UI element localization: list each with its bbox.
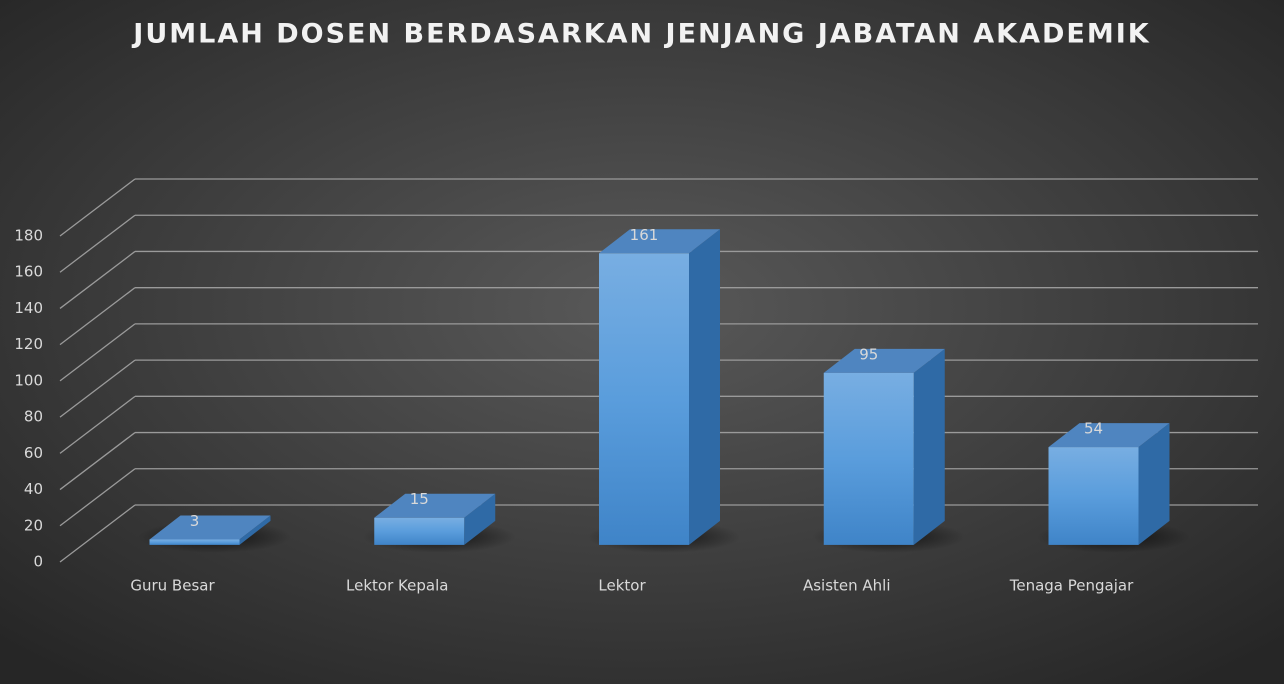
grid-line bbox=[59, 250, 136, 309]
bar bbox=[1048, 423, 1170, 448]
y-tick-label: 180 bbox=[14, 227, 43, 245]
grid-line bbox=[59, 214, 136, 273]
value-label: 161 bbox=[630, 226, 659, 244]
grid-line bbox=[59, 432, 136, 491]
grid-line bbox=[59, 287, 136, 346]
x-tick-label: Asisten Ahli bbox=[803, 577, 891, 595]
grid-line bbox=[59, 504, 136, 563]
value-label: 54 bbox=[1084, 420, 1103, 438]
bar bbox=[1048, 447, 1139, 545]
y-tick-label: 120 bbox=[14, 335, 43, 353]
grid-line bbox=[59, 178, 136, 237]
value-label: 3 bbox=[190, 512, 200, 530]
grid-line bbox=[59, 359, 136, 418]
bar bbox=[374, 493, 496, 518]
y-tick-label: 160 bbox=[14, 263, 43, 281]
bar bbox=[464, 493, 496, 545]
bar bbox=[599, 229, 720, 254]
bar bbox=[149, 515, 271, 540]
bar bbox=[913, 348, 945, 545]
y-tick-label: 80 bbox=[24, 408, 43, 426]
y-tick-label: 100 bbox=[14, 371, 43, 389]
bar bbox=[239, 515, 271, 545]
grid-line bbox=[59, 395, 136, 454]
y-tick-label: 40 bbox=[24, 480, 43, 498]
x-tick-label: Guru Besar bbox=[130, 577, 215, 595]
y-tick-label: 0 bbox=[33, 553, 43, 571]
y-tick-label: 20 bbox=[24, 516, 43, 534]
value-label: 15 bbox=[410, 490, 429, 508]
x-tick-label: Lektor bbox=[598, 577, 646, 595]
bar bbox=[1138, 423, 1170, 545]
value-label: 95 bbox=[859, 345, 878, 363]
y-tick-label: 60 bbox=[24, 444, 43, 462]
y-tick-label: 140 bbox=[14, 299, 43, 317]
x-tick-label: Lektor Kepala bbox=[346, 577, 448, 595]
bar bbox=[823, 372, 914, 545]
grid-line bbox=[59, 468, 136, 527]
bar bbox=[689, 229, 720, 545]
chart-title: JUMLAH DOSEN BERDASARKAN JENJANG JABATAN… bbox=[131, 19, 1150, 50]
bar bbox=[374, 517, 465, 545]
grid-line bbox=[59, 323, 136, 382]
bar bbox=[599, 253, 689, 545]
bar bbox=[823, 348, 945, 373]
x-tick-label: Tenaga Pengajar bbox=[1009, 577, 1134, 595]
bar bbox=[149, 539, 240, 545]
